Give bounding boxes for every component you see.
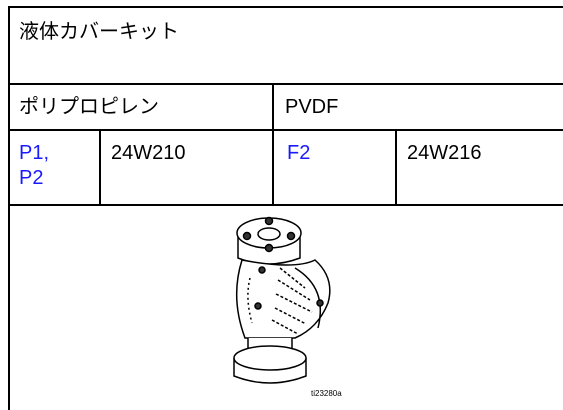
- col-line: [395, 129, 397, 205]
- model-code[interactable]: P2: [19, 167, 44, 189]
- header-cell: ポリプロピレン: [19, 96, 159, 118]
- border-top: [8, 6, 563, 8]
- model-code[interactable]: F2: [287, 142, 311, 164]
- fluid-cover-illustration: [233, 216, 331, 384]
- row-line: [8, 204, 563, 206]
- part-number: 24W216: [407, 142, 482, 164]
- row-line: [8, 83, 563, 85]
- model-code[interactable]: P1,: [19, 142, 50, 164]
- border-left: [8, 6, 10, 410]
- header-cell: PVDF: [285, 96, 339, 118]
- figure-caption: ti23280a: [311, 389, 342, 398]
- title: 液体カバーキット: [19, 21, 179, 43]
- part-number: 24W210: [111, 142, 186, 164]
- col-line: [272, 83, 274, 205]
- col-line: [99, 129, 101, 205]
- row-line: [8, 129, 563, 131]
